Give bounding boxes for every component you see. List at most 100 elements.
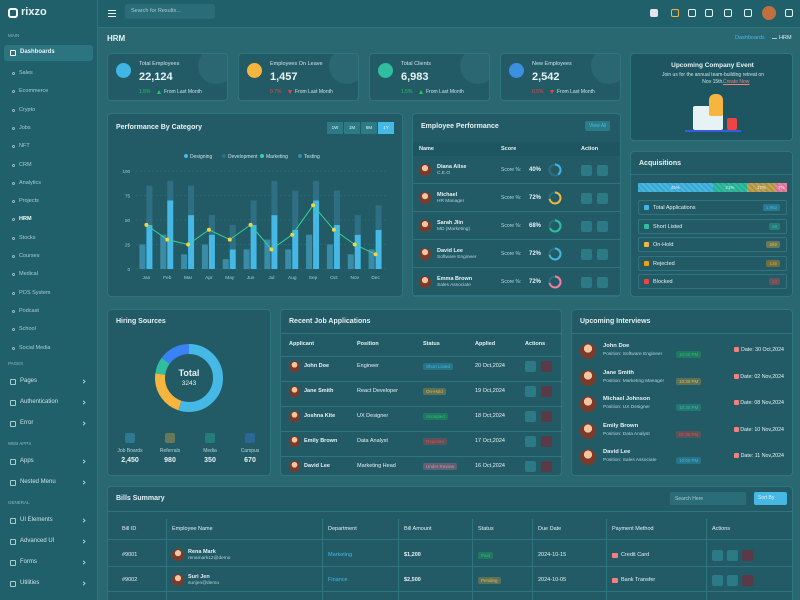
source-name: Media [203, 448, 217, 454]
period-tab[interactable]: 1Y [378, 122, 394, 134]
submenu-item[interactable]: Projects [19, 198, 39, 205]
segment-label: 17% [756, 185, 766, 190]
view-button[interactable] [712, 550, 723, 561]
delete-button[interactable] [597, 277, 608, 288]
menu-toggle-line[interactable] [108, 16, 116, 17]
view-all-button[interactable]: View All [585, 121, 611, 131]
submenu-item[interactable]: Analytics [19, 179, 42, 186]
period-tab[interactable]: 6M [361, 122, 377, 134]
ring-value [548, 275, 562, 289]
line-point [269, 247, 274, 252]
edit-button[interactable] [581, 249, 592, 260]
period-tab[interactable]: 1W [327, 122, 343, 134]
view-button[interactable] [525, 461, 536, 472]
header-icon[interactable] [705, 9, 713, 17]
submenu-item[interactable]: NFT [19, 143, 30, 150]
view-button[interactable] [525, 411, 536, 422]
menu-item[interactable]: Dashboards [20, 49, 55, 55]
sort-button[interactable]: Sort By [754, 492, 787, 505]
submenu-item[interactable]: Podcast [19, 307, 39, 314]
section-label: WEB APPS [8, 441, 32, 446]
delete-button[interactable] [597, 165, 608, 176]
department: Marketing [328, 552, 353, 558]
stat-icon [116, 63, 131, 78]
table-header-bg [413, 142, 620, 156]
menu-item[interactable]: Forms [20, 559, 37, 565]
bar [167, 200, 174, 269]
header-icon[interactable] [785, 9, 793, 17]
stat-title: Employees On Leave [270, 61, 323, 67]
delete-button[interactable] [597, 221, 608, 232]
column-header: Employee Name [172, 526, 213, 532]
submenu-item[interactable]: Sales [19, 70, 33, 76]
menu-item[interactable]: Advanced UI [20, 538, 55, 544]
view-button[interactable] [525, 386, 536, 397]
menu-item[interactable]: UI Elements [20, 517, 53, 523]
edit-button[interactable] [581, 221, 592, 232]
edit-button[interactable] [581, 193, 592, 204]
menu-item[interactable]: Utilities [20, 580, 40, 586]
delete-button[interactable] [597, 193, 608, 204]
submenu-item[interactable]: School [19, 326, 36, 333]
menu-active[interactable] [4, 45, 93, 61]
menu-item[interactable]: Pages [20, 378, 38, 384]
search-box[interactable]: Search for Results... [125, 4, 215, 19]
event-link[interactable]: Create Now [723, 79, 750, 85]
view-button[interactable] [712, 575, 723, 586]
view-button[interactable] [525, 436, 536, 447]
candidate-name: Jane Smith [603, 369, 634, 376]
item-icon [644, 260, 649, 266]
menu-item[interactable]: Nested Menu [20, 479, 56, 485]
applied-date: 20 Oct,2024 [475, 363, 505, 369]
submenu-item[interactable]: Medical [19, 271, 38, 278]
avatar [580, 422, 596, 439]
submenu-item[interactable]: Courses [19, 253, 40, 259]
search-input[interactable]: Search Here [670, 492, 746, 505]
payment-icon [612, 553, 618, 558]
item-count: 1,982 [762, 204, 780, 211]
menu-item[interactable]: Authentication [20, 399, 59, 405]
bar [243, 249, 250, 269]
delete-button[interactable] [742, 550, 753, 561]
header-icon[interactable] [762, 6, 776, 20]
edit-button[interactable] [581, 165, 592, 176]
period-tab[interactable]: 1M [344, 122, 360, 134]
view-button[interactable] [525, 361, 536, 372]
header-icon[interactable] [744, 9, 752, 17]
submenu-item[interactable]: HRM [19, 216, 32, 223]
menu-toggle-line[interactable] [108, 10, 116, 11]
edit-button[interactable] [581, 277, 592, 288]
line-point [165, 237, 170, 242]
menu-item[interactable]: Error [20, 420, 34, 426]
submenu-item[interactable]: Jobs [19, 124, 31, 131]
delete-button[interactable] [597, 249, 608, 260]
header-icon[interactable] [650, 9, 658, 17]
delete-button[interactable] [541, 411, 552, 422]
submenu-item[interactable]: Stocks [19, 234, 36, 241]
submenu-item[interactable]: CRM [19, 161, 32, 168]
submenu-bullet [12, 145, 15, 149]
trend-arrow [550, 90, 554, 94]
menu-item[interactable]: Apps [20, 458, 34, 464]
edit-button[interactable] [727, 575, 738, 586]
submenu-item[interactable]: POS System [19, 289, 51, 296]
candidate-name: Emily Brown [603, 422, 639, 429]
header-icon[interactable] [688, 9, 696, 17]
row-divider [281, 406, 561, 407]
delete-button[interactable] [541, 361, 552, 372]
delete-button[interactable] [541, 461, 552, 472]
delete-button[interactable] [541, 436, 552, 447]
submenu-item[interactable]: Ecommerce [19, 88, 49, 95]
header-icon[interactable] [724, 9, 732, 17]
delete-button[interactable] [541, 386, 552, 397]
submenu-item[interactable]: Social Media [19, 344, 51, 351]
header-icon[interactable] [671, 9, 679, 17]
menu-toggle-line[interactable] [108, 13, 116, 14]
delete-button[interactable] [742, 575, 753, 586]
bar-segment [146, 185, 153, 225]
edit-button[interactable] [727, 550, 738, 561]
breadcrumb-link[interactable]: Dashboards [735, 35, 765, 41]
status-badge: On-Hold [423, 388, 446, 395]
submenu-item[interactable]: Crypto [19, 106, 36, 113]
time-badge: 01:30 PM [676, 430, 702, 438]
